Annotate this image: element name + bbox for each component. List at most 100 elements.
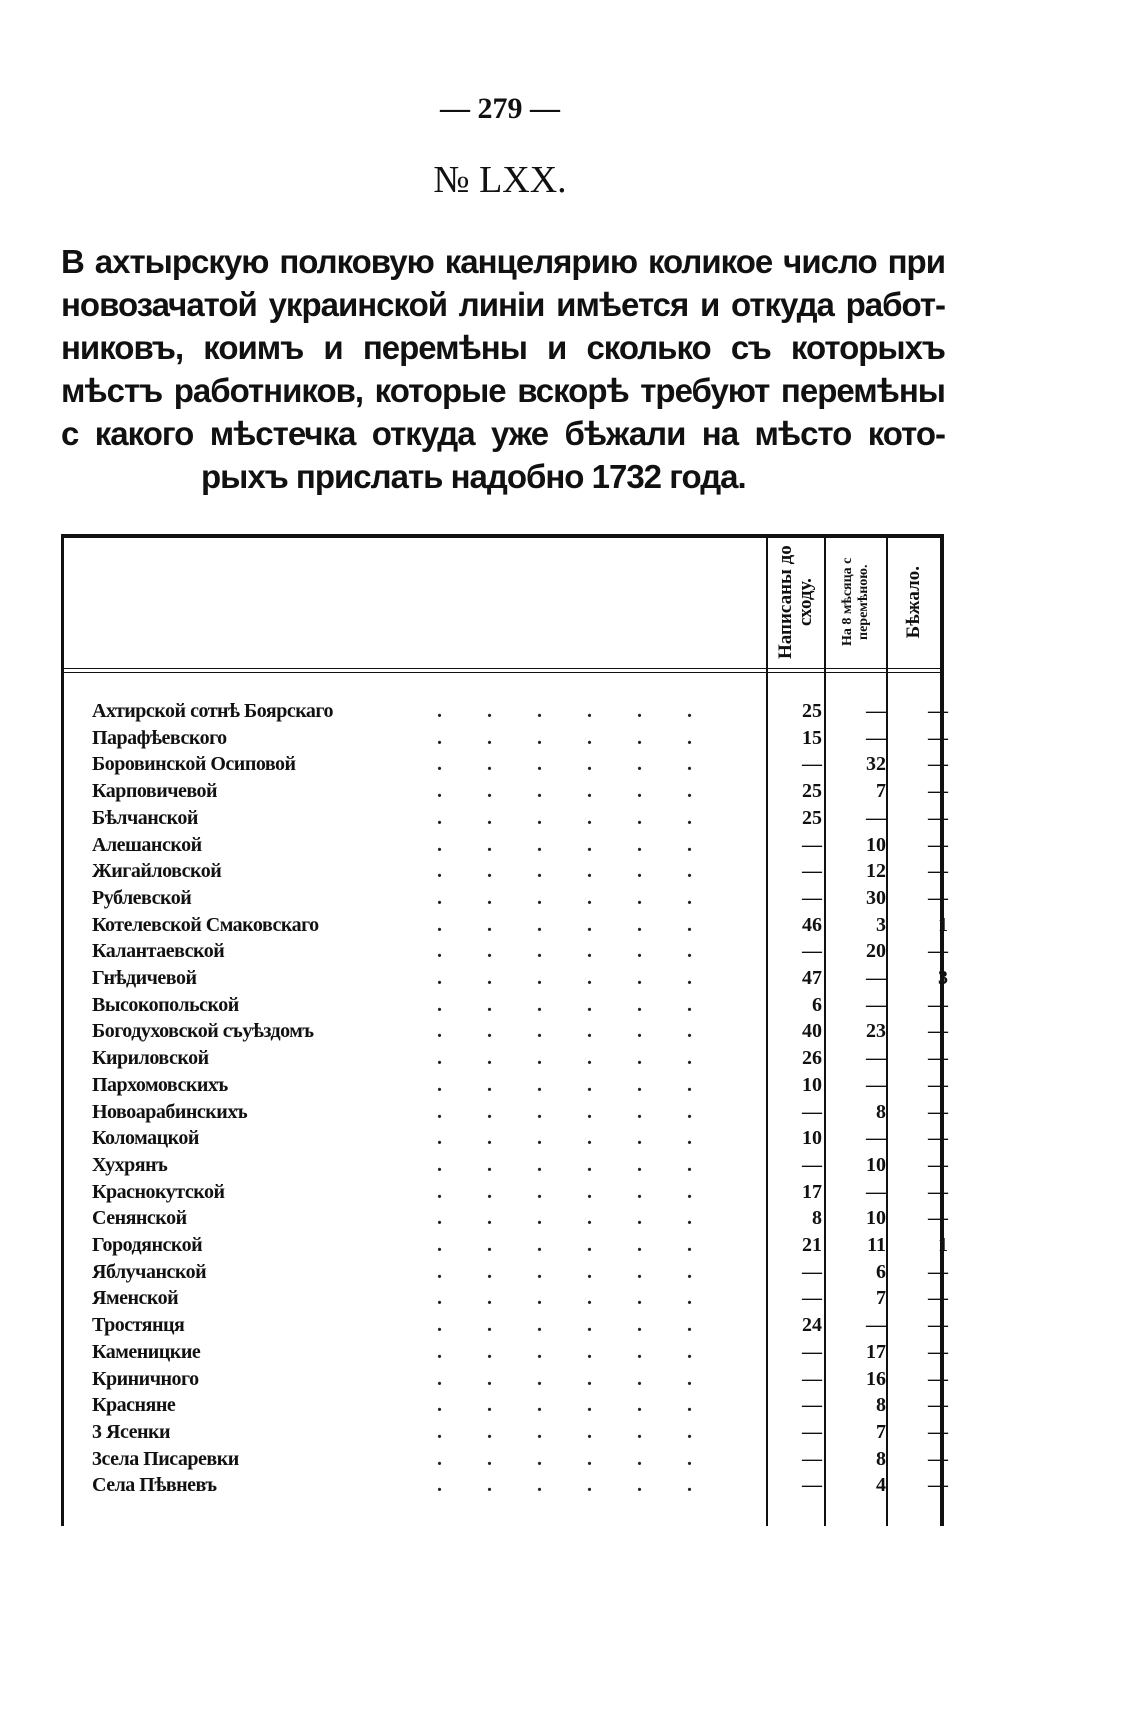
cell-written: 8: [812, 1207, 822, 1230]
cell-written: —: [802, 1287, 822, 1310]
cell-fled: —: [928, 860, 948, 883]
cell-written: —: [802, 833, 822, 856]
cell-fled: 1: [938, 1234, 948, 1256]
place-name: Новоарабинскихъ: [92, 1100, 248, 1123]
leader-dots: . . . . . .: [437, 806, 692, 829]
leader-dots: . . . . . .: [437, 1153, 692, 1176]
cell-replaced: 10: [866, 833, 886, 856]
table-row: 3села Писаревки . . . . . . — 8 —: [92, 1446, 948, 1472]
cell-replaced: 3: [876, 913, 886, 936]
header-rule: [64, 668, 940, 669]
cell-replaced: —: [866, 1047, 886, 1070]
place-name: Краснокутской: [92, 1180, 225, 1203]
cell-replaced: —: [866, 967, 886, 989]
cell-fled: —: [928, 1180, 948, 1203]
cell-written: 25: [802, 806, 822, 829]
cell-replaced: —: [866, 1073, 886, 1096]
cell-fled: —: [928, 1153, 948, 1176]
cell-fled: 1: [938, 913, 948, 936]
cell-replaced: 8: [876, 1447, 886, 1470]
cell-fled: —: [928, 1420, 948, 1443]
place-name: Криничного: [92, 1367, 199, 1390]
place-name: Каменицкие: [92, 1340, 201, 1363]
cell-replaced: —: [866, 1180, 886, 1203]
cell-replaced: 10: [866, 1153, 886, 1176]
leader-dots: . . . . . .: [437, 1047, 692, 1070]
document-title: В ахтырскую полковую канцелярию коликое …: [61, 240, 946, 498]
table-row: Городянской. . . . . . 21 11 1: [92, 1232, 948, 1258]
cell-fled: —: [928, 1447, 948, 1470]
place-name: Боровинской Осиповой: [92, 753, 296, 776]
table-row: Высокопольской . . . . . . 6 — —: [92, 992, 948, 1018]
cell-replaced: 10: [866, 1207, 886, 1230]
cell-written: —: [802, 1420, 822, 1443]
cell-fled: —: [928, 833, 948, 856]
cell-written: 46: [802, 913, 822, 936]
cell-fled: —: [928, 940, 948, 963]
table-row: Села Пѣвневъ . . . . . . — 4 —: [92, 1472, 948, 1498]
table-row: Новоарабинскихъ . . . . . . — 8 —: [92, 1099, 948, 1125]
cell-replaced: —: [866, 700, 886, 722]
leader-dots: . . . . . .: [437, 940, 692, 963]
place-name: Котелевской Смаковскаго: [92, 913, 319, 936]
table-row: Рублевской . . . . . . — 30 —: [92, 885, 948, 911]
column-divider: [766, 538, 768, 1526]
leader-dots: . . . . . .: [437, 1180, 692, 1203]
cell-written: 25: [802, 700, 822, 722]
workers-table: Написаны до сходу. На 8 мѣсяца с перемѣн…: [61, 534, 948, 1526]
cell-written: —: [802, 1260, 822, 1283]
cell-replaced: 16: [866, 1367, 886, 1390]
place-name: Бѣлчанской: [92, 806, 198, 829]
cell-fled: —: [928, 1474, 948, 1497]
table-row: Калантаевской . . . . . . — 20 —: [92, 938, 948, 964]
cell-written: 47: [802, 967, 822, 989]
cell-written: —: [802, 753, 822, 776]
cell-written: —: [802, 1474, 822, 1497]
cell-replaced: —: [866, 806, 886, 829]
column-divider: [824, 538, 826, 1526]
place-name: Алешанской: [92, 833, 202, 856]
cell-written: —: [802, 940, 822, 963]
cell-fled: —: [928, 1287, 948, 1310]
place-name: Калантаевской: [92, 940, 225, 963]
leader-dots: . . . . . .: [437, 753, 692, 776]
table-row: Яменской . . . . . . — 7 —: [92, 1285, 948, 1311]
cell-written: 17: [802, 1180, 822, 1203]
cell-fled: —: [928, 1394, 948, 1417]
table-row: Сенянской . . . . . . 8 10 —: [92, 1205, 948, 1231]
table-row: Жигайловской . . . . . . — 12 —: [92, 858, 948, 884]
header-rule: [64, 672, 940, 673]
cell-written: —: [802, 886, 822, 909]
table-row: Краснокутской . . . . . . 17 — —: [92, 1179, 948, 1205]
place-name: Хухрянъ: [92, 1153, 168, 1176]
cell-written: —: [802, 1153, 822, 1176]
leader-dots: . . . . . .: [437, 967, 692, 989]
cell-written: —: [802, 860, 822, 883]
place-name: Богодуховской съуѣздомъ: [92, 1020, 314, 1043]
cell-fled: —: [928, 1047, 948, 1070]
title-line: новозачатой украинской линіи имѣется и о…: [61, 286, 946, 323]
cell-written: —: [802, 1447, 822, 1470]
place-name: Кириловской: [92, 1047, 209, 1070]
place-name: Рублевской: [92, 886, 192, 909]
cell-fled: —: [928, 993, 948, 1016]
table-row: Тростянця . . . . . . 24 — —: [92, 1312, 948, 1338]
leader-dots: . . . . . .: [437, 1073, 692, 1096]
title-line: с какого мѣстечка откуда уже бѣжали на м…: [61, 415, 946, 452]
cell-written: 10: [802, 1127, 822, 1150]
cell-fled: —: [928, 780, 948, 803]
table-row: Карповичевой . . . . . . 25 7 —: [92, 778, 948, 804]
cell-fled: —: [928, 1260, 948, 1283]
place-name: Тростянця: [92, 1314, 185, 1337]
place-name: Высокопольской: [92, 993, 239, 1016]
cell-fled: —: [928, 1020, 948, 1043]
cell-written: 21: [802, 1234, 822, 1256]
cell-fled: —: [928, 886, 948, 909]
cell-fled: —: [928, 1073, 948, 1096]
title-line: В ахтырскую полковую канцелярию коликое …: [61, 243, 946, 280]
leader-dots: . . . . . .: [437, 1207, 692, 1230]
cell-fled: —: [928, 753, 948, 776]
place-name: Яменской: [92, 1287, 179, 1310]
place-name: Села Пѣвневъ: [92, 1474, 217, 1497]
leader-dots: . . . . . .: [437, 1314, 692, 1337]
